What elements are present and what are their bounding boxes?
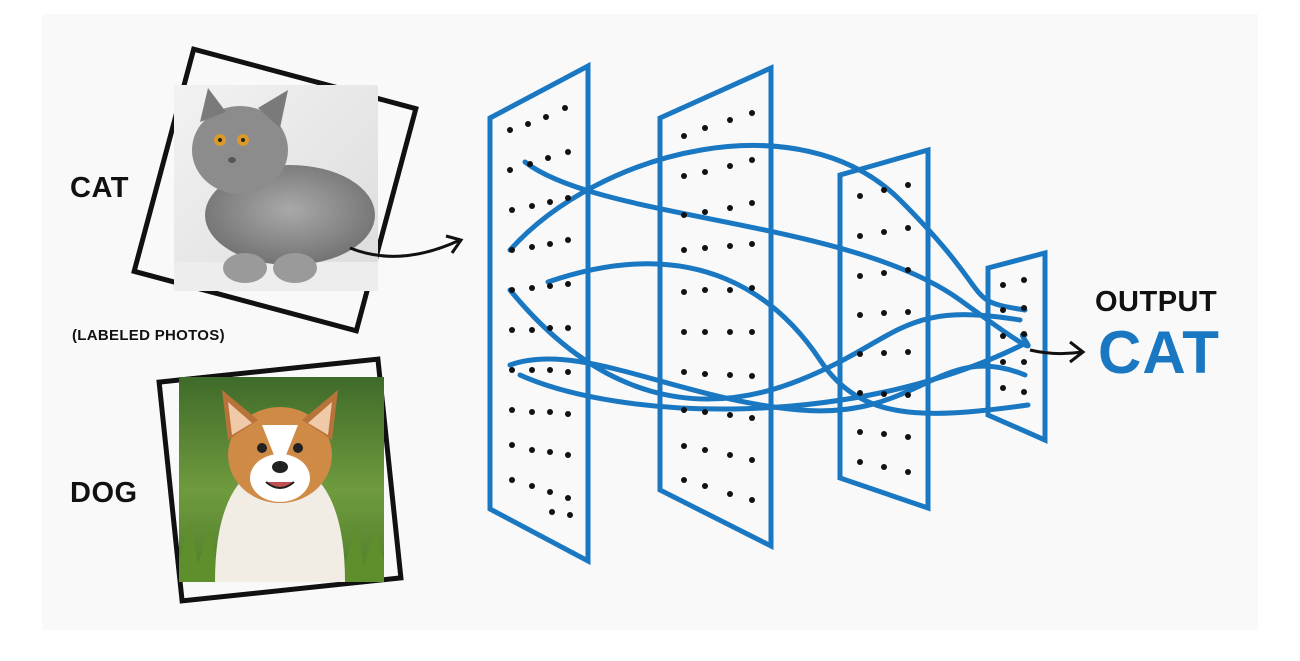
layer-3-neurons (857, 182, 911, 475)
dog-label: DOG (70, 477, 138, 509)
dog-photo (156, 356, 404, 604)
output-arrow-icon (1029, 348, 1083, 356)
cat-photo (131, 46, 419, 334)
layer-2-neurons (681, 110, 755, 503)
input-arrow-icon (349, 238, 461, 258)
network-layer-3 (837, 146, 931, 512)
network-layer-2 (657, 64, 774, 551)
layer-4-neurons (1000, 277, 1027, 395)
labeled-photos-caption: (LABELED PHOTOS) (72, 327, 225, 344)
cat-photo-frame (131, 46, 419, 334)
dog-photo-frame (156, 356, 404, 604)
layer-1-neurons (507, 105, 573, 518)
output-result: CAT (1098, 319, 1220, 386)
output-heading: OUTPUT (1095, 286, 1218, 318)
cat-label: CAT (70, 172, 129, 204)
network-connections (507, 143, 1031, 416)
network-layer-1 (487, 61, 591, 566)
